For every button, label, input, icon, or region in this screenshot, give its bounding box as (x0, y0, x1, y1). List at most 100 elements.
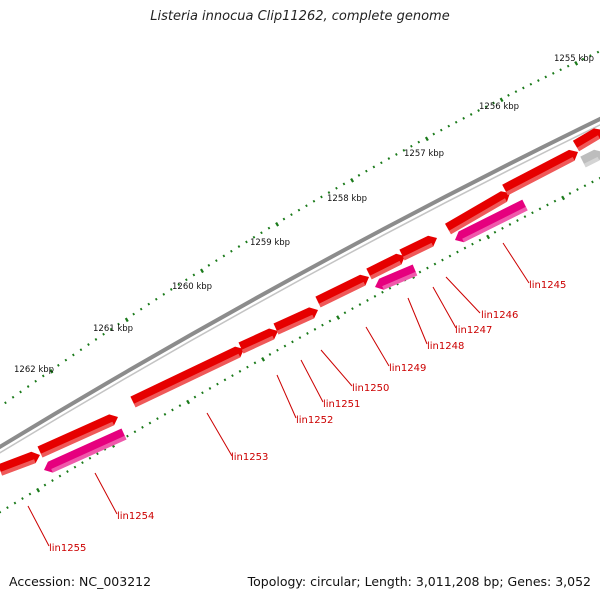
scale-label-1256: 1256 kbp (479, 102, 519, 112)
gene-lin1252-body (238, 328, 278, 354)
inner-minor-tick (0, 510, 2, 514)
minor-tick (185, 278, 188, 282)
leader-line (445, 276, 481, 314)
inner-minor-tick (456, 250, 459, 254)
gene-lin1245-body (455, 199, 528, 243)
scale-label-1257: 1257 kbp (404, 149, 444, 159)
inner-minor-tick (28, 492, 32, 496)
minor-tick (154, 297, 158, 301)
minor-tick (589, 54, 592, 58)
inner-minor-tick (351, 307, 354, 311)
minor-tick (327, 191, 331, 194)
inner-minor-tick (58, 474, 62, 478)
gene-label-lin1250: lin1250 (352, 383, 389, 394)
label-leaders (27, 242, 530, 547)
minor-tick (169, 288, 173, 291)
minor-tick (139, 307, 143, 311)
leader-line (407, 297, 428, 345)
major-tick (499, 97, 504, 103)
minor-tick (207, 263, 211, 267)
minor-tick (566, 64, 570, 68)
inner-minor-tick (568, 192, 572, 195)
inner-minor-tick (96, 452, 99, 456)
gene-label-lin1248: lin1248 (427, 341, 464, 352)
gene-lin1250-highlight (318, 281, 366, 308)
minor-tick (297, 208, 301, 212)
scale-label-1260: 1260 kbp (172, 282, 212, 292)
minor-tick (109, 327, 113, 331)
gene-label-lin1254: lin1254 (117, 511, 154, 522)
minor-tick (252, 235, 256, 239)
major-tick (49, 369, 54, 374)
minor-tick (147, 302, 151, 306)
minor-tick (484, 105, 488, 109)
inner-minor-tick (201, 391, 204, 395)
inner-minor-tick (508, 223, 512, 226)
minor-tick (454, 120, 458, 124)
inner-minor-tick (448, 254, 452, 258)
leader-line (276, 374, 297, 419)
gene-features (0, 128, 600, 476)
minor-tick (132, 312, 135, 316)
leader-line (27, 505, 50, 547)
minor-tick (102, 332, 105, 336)
gene-grey-right-body (580, 149, 600, 168)
gene-label-lin1251: lin1251 (323, 399, 360, 410)
leader-line (300, 359, 324, 403)
inner-minor-tick (208, 387, 212, 390)
inner-minor-tick (388, 286, 392, 290)
minor-tick (177, 283, 181, 286)
inner-minor-tick (358, 303, 362, 306)
gene-lin1248-highlight (402, 242, 434, 261)
gene-lin1245-fwd-highlight (505, 157, 575, 196)
inner-minor-tick (553, 199, 557, 203)
minor-tick (4, 401, 7, 405)
minor-tick (335, 186, 338, 190)
inner-major-tick (561, 195, 566, 201)
minor-tick (230, 249, 233, 253)
inner-minor-tick (531, 211, 534, 215)
inner-minor-tick (283, 344, 287, 348)
accession-text: Accession: NC_003212 (9, 574, 152, 589)
inner-minor-tick (73, 465, 77, 469)
minor-tick (342, 182, 346, 186)
gene-lin1254-highlight (51, 435, 127, 473)
minor-tick (507, 93, 510, 97)
inner-minor-tick (433, 262, 437, 266)
minor-tick (94, 338, 98, 341)
gene-label-lin1247: lin1247 (455, 325, 492, 336)
gene-lin1249 (366, 253, 405, 280)
inner-major-tick (261, 357, 266, 362)
gene-lin1249-body (366, 253, 405, 280)
leader-line (432, 286, 457, 329)
inner-minor-tick (366, 299, 369, 302)
scale-label-1259: 1259 kbp (250, 238, 290, 248)
major-tick (350, 178, 355, 183)
minor-tick (522, 86, 525, 90)
inner-minor-tick (178, 404, 182, 408)
minor-tick (544, 75, 548, 79)
gene-lin1251 (273, 307, 318, 335)
inner-major-tick (486, 234, 491, 240)
inner-minor-tick (591, 180, 594, 184)
major-tick (574, 61, 579, 66)
genome-summary-text: Topology: circular; Length: 3,011,208 bp… (247, 574, 591, 589)
inner-minor-tick (13, 501, 17, 505)
inner-minor-tick (546, 203, 549, 207)
inner-minor-tick (576, 188, 579, 191)
gene-label-lin1255: lin1255 (49, 543, 86, 554)
gene-edge-right-highlight (577, 135, 600, 152)
inner-minor-tick (418, 270, 422, 274)
inner-minor-tick (373, 294, 377, 298)
inner-minor-tick (6, 506, 9, 510)
minor-tick (537, 79, 540, 82)
inner-minor-tick (148, 421, 152, 425)
inner-minor-tick (223, 378, 227, 382)
gene-lin1253-body (130, 346, 244, 408)
minor-tick (245, 240, 248, 244)
gene-label-lin1245: lin1245 (529, 280, 566, 291)
scale-label-1262: 1262 kbp (14, 365, 54, 375)
minor-tick (312, 199, 316, 203)
gene-lin1249-rev-highlight (382, 271, 418, 290)
minor-tick (387, 157, 391, 160)
